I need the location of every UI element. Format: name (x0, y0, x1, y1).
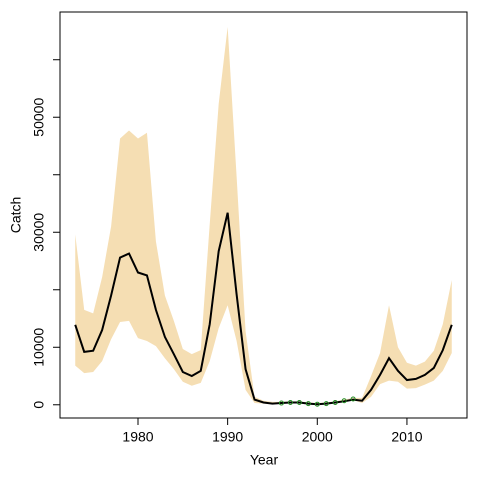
observed-point (332, 399, 338, 405)
observed-point (323, 401, 329, 407)
median-line (74, 212, 453, 406)
y-tick-label: 30000 (31, 213, 47, 252)
y-tick-label: 10000 (31, 328, 47, 367)
y-axis-label: Catch (8, 197, 24, 234)
x-tick-label: 1990 (212, 429, 243, 445)
observed-point (278, 400, 284, 406)
observed-point (287, 399, 293, 405)
observed-point (296, 399, 302, 405)
plot-frame (59, 11, 468, 419)
y-tick-label: 50000 (31, 98, 47, 137)
observed-point (305, 401, 311, 407)
x-tick-label: 1980 (122, 429, 153, 445)
observed-point (341, 398, 347, 404)
observed-point (350, 396, 356, 402)
interval-band (75, 26, 452, 405)
y-tick-label: 0 (31, 401, 47, 409)
x-axis-label: Year (250, 452, 279, 468)
x-tick-label: 2000 (302, 429, 333, 445)
x-tick-label: 2010 (391, 429, 422, 445)
observed-point (314, 401, 320, 407)
